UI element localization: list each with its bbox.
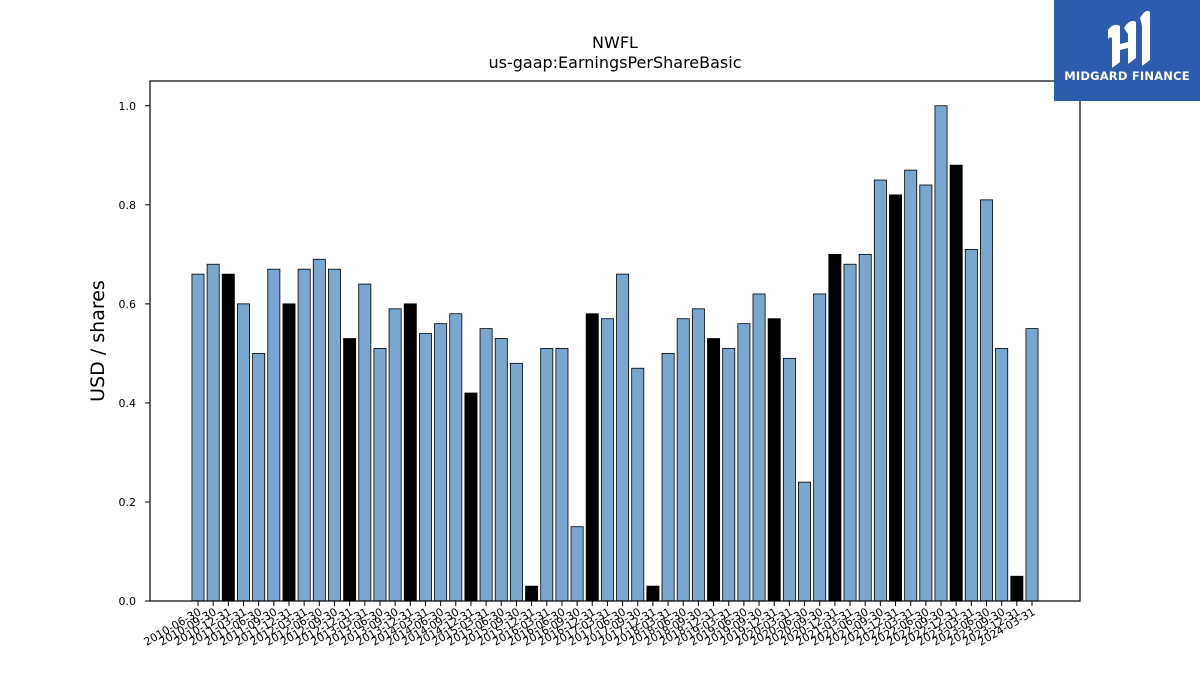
bar-2017-12-31 [646, 585, 660, 602]
bar-2017-06-30 [616, 273, 630, 602]
chart-subtitle: us-gaap:EarningsPerShareBasic [488, 53, 741, 72]
bar-2014-09-30 [449, 313, 463, 602]
bar-2019-06-30 [737, 323, 751, 602]
bar-2020-09-30 [813, 293, 827, 602]
y-tick-label: 0.6 [119, 298, 137, 311]
bar-2020-06-30 [798, 481, 812, 602]
bar-2022-06-30 [919, 184, 933, 602]
plot-frame [149, 80, 1081, 602]
bar-2013-03-31 [358, 283, 372, 602]
bar-2023-06-30 [980, 199, 993, 602]
bar-2011-03-31 [237, 303, 250, 602]
bar-2013-06-30 [373, 348, 387, 602]
bar-2018-12-31 [707, 338, 721, 602]
bar-2010-06-30 [191, 273, 205, 602]
bar-2013-09-30 [388, 308, 402, 602]
bar-2015-12-31 [525, 585, 539, 602]
midgard-finance-logo: MIDGARD FINANCE [1054, 0, 1200, 101]
bar-2019-03-31 [722, 348, 736, 602]
bar-2021-03-31 [843, 263, 857, 602]
bar-2022-09-30 [934, 105, 948, 602]
bar-2021-06-30 [858, 253, 872, 602]
bar-2011-12-31 [282, 303, 296, 602]
bar-2017-09-30 [631, 367, 645, 602]
bar-2019-09-30 [752, 293, 766, 602]
bar-2021-12-31 [889, 194, 902, 602]
bar-2015-03-31 [479, 328, 493, 602]
bar-2021-09-30 [873, 179, 887, 602]
bar-2010-12-31 [221, 273, 235, 602]
bars-layer [191, 105, 1039, 602]
bar-2017-03-31 [600, 318, 614, 602]
bar-2012-03-31 [297, 268, 311, 602]
logo-mark-icon [1108, 10, 1150, 69]
x-axis: 2010-06-302010-09-302010-12-312011-03-31… [142, 601, 1038, 649]
y-axis: 0.0 0.2 0.4 0.6 0.8 1.0 [119, 100, 150, 608]
bar-2016-09-30 [570, 526, 584, 602]
bar-2023-03-31 [964, 248, 978, 602]
y-tick-label: 0.8 [119, 199, 137, 212]
bar-2019-12-31 [767, 318, 781, 602]
bar-2010-09-30 [206, 263, 220, 602]
y-tick-label: 0.4 [119, 397, 137, 410]
bar-2016-12-31 [585, 313, 599, 602]
y-axis-label: USD / shares [87, 280, 109, 402]
y-tick-label: 0.2 [119, 496, 137, 509]
bar-2023-09-30 [995, 348, 1009, 602]
bar-2015-09-30 [509, 362, 523, 602]
y-tick-label: 1.0 [119, 100, 137, 113]
bar-2013-12-31 [403, 303, 417, 602]
bar-2012-09-30 [328, 268, 341, 602]
bar-2022-03-31 [904, 169, 918, 602]
bar-2023-12-31 [1010, 575, 1024, 602]
bar-2014-06-30 [434, 323, 448, 602]
logo-text: MIDGARD FINANCE [1064, 69, 1190, 83]
bar-2022-12-31 [949, 164, 963, 602]
bar-2014-12-31 [464, 392, 478, 602]
bar-2020-03-31 [782, 357, 796, 602]
bar-2024-03-31 [1025, 328, 1039, 602]
bar-2018-09-30 [691, 308, 705, 602]
bar-2018-06-30 [676, 318, 690, 602]
bar-2016-06-30 [555, 348, 569, 602]
bar-2020-12-31 [828, 253, 842, 602]
bar-2018-03-31 [661, 352, 675, 602]
bar-2016-03-31 [540, 348, 554, 602]
chart-title: NWFL [592, 33, 638, 52]
bar-2011-06-30 [252, 352, 266, 602]
y-tick-label: 0.0 [119, 595, 137, 608]
bar-2015-06-30 [494, 338, 508, 602]
bar-2011-09-30 [267, 268, 281, 602]
bar-2014-03-31 [418, 333, 432, 602]
bar-2012-12-31 [343, 338, 357, 602]
bar-2012-06-30 [312, 258, 326, 602]
